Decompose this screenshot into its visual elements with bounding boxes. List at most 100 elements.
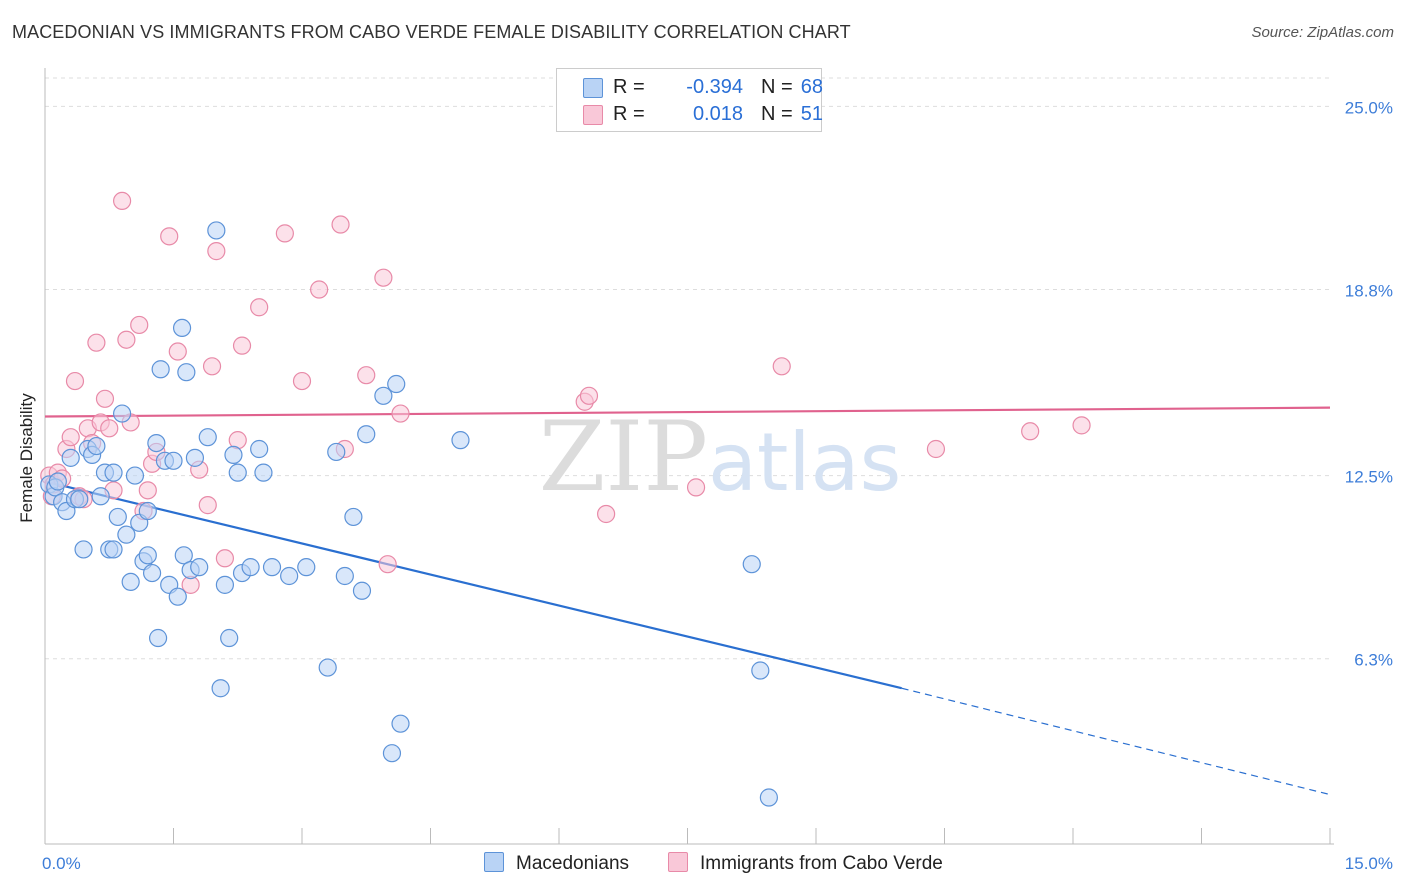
macedonian-point [211,679,230,698]
macedonian-point [742,555,761,574]
macedonian-point [147,433,166,453]
cabo-verde-point [292,371,312,391]
macedonian-point [104,540,123,559]
macedonian-point [297,558,316,577]
cabo-verde-point [207,242,226,261]
chart-title: MACEDONIAN VS IMMIGRANTS FROM CABO VERDE… [12,22,851,42]
macedonian-point [382,744,402,763]
cabo-verde-trend-line [44,406,1331,418]
macedonian-point [228,463,247,482]
macedonian-point [185,448,205,467]
macedonian-point [164,451,183,470]
macedonian-point [112,404,132,423]
macedonian-point [254,463,273,482]
legend-n-label: N = [761,103,793,125]
macedonian-point [174,546,193,565]
macedonian-point [352,581,372,600]
source-credit: Source: ZipAtlas.com [1251,24,1394,41]
cabo-verde-point [579,386,599,405]
bottom-legend-macedonians: Macedonians [484,852,629,875]
macedonians-trend-extrapolation [901,687,1331,796]
y-axis-label: Female Disability [17,393,36,523]
y-tick-label: 25.0% [1345,98,1393,117]
macedonian-point [387,374,406,394]
macedonian-point [138,546,157,565]
macedonian-point [224,445,243,465]
cabo-verde-point [198,496,217,515]
cabo-verde-point [215,549,234,568]
macedonian-point [335,566,354,586]
legend-n-value: 68 [800,76,823,98]
macedonian-point [104,463,123,482]
series-cabo-verde-points [40,191,1091,594]
legend-r-value: 0.018 [692,103,743,125]
cabo-verde-point [87,333,106,352]
macedonian-point [374,386,393,405]
bottom-legend-cabo-verde: Immigrants from Cabo Verde [668,852,943,875]
legend-r-label: R = [613,76,645,98]
y-tick-label: 6.3% [1354,651,1393,670]
cabo-verde-point [1072,416,1091,435]
legend-swatch-pink [668,852,688,872]
macedonian-point [117,525,136,544]
cabo-verde-point [772,357,791,376]
macedonian-point [172,318,192,338]
cabo-verde-point [202,357,222,376]
cabo-verde-point [250,298,269,317]
cabo-verde-point [926,439,946,459]
macedonian-point [262,558,282,577]
cabo-verde-point [100,419,119,438]
x-tick-label: 15.0% [1345,854,1393,873]
cabo-verde-point [275,224,294,243]
macedonian-point [70,490,89,509]
macedonian-point [142,563,162,583]
cabo-verde-point [117,330,136,349]
cabo-verde-point [597,504,616,524]
cabo-verde-point [130,315,149,335]
legend-r-value: -0.394 [686,76,743,98]
cabo-verde-point [138,481,157,500]
macedonian-point [751,661,770,680]
tick-labels: 6.3% 12.5% 18.8% 25.0% 0.0% 15.0% [42,98,1393,873]
cabo-verde-point [160,227,179,246]
macedonian-point [207,221,226,240]
legend-label: Immigrants from Cabo Verde [700,853,943,874]
watermark: ZIPatlas [539,401,902,513]
macedonian-point [318,658,337,677]
x-tick-label: 0.0% [42,854,81,873]
legend-swatch-blue [484,852,504,872]
legend-label: Macedonians [516,853,630,874]
macedonian-point [198,428,217,447]
macedonian-point [220,628,239,648]
cabo-verde-point [232,336,252,355]
macedonian-point [190,558,209,577]
legend-swatch-blue [583,78,603,98]
macedonian-point [250,439,269,459]
cabo-verde-point [391,404,410,423]
macedonian-point [74,540,93,559]
y-tick-label: 18.8% [1345,282,1393,301]
cabo-verde-point [686,478,706,497]
legend-n-label: N = [761,76,793,98]
cabo-verde-point [378,555,397,574]
legend-n-value: 51 [800,103,823,125]
legend-swatch-pink [583,105,603,125]
cabo-verde-point [374,268,393,287]
macedonian-point [215,575,234,594]
macedonian-point [241,558,260,577]
legend-r-label: R = [613,103,645,125]
macedonians-trend-line [44,480,902,690]
series-macedonians-points [40,221,778,807]
macedonian-point [344,507,363,527]
macedonian-point [61,448,80,467]
macedonian-point [138,501,157,521]
macedonian-point [451,431,470,450]
macedonian-point [148,628,168,648]
trend-lines [44,406,1331,796]
macedonian-point [48,472,67,491]
macedonian-point [280,566,299,586]
macedonian-point [168,587,187,606]
macedonian-point [121,572,140,592]
cabo-verde-point [310,280,329,299]
cabo-verde-point [331,215,350,234]
